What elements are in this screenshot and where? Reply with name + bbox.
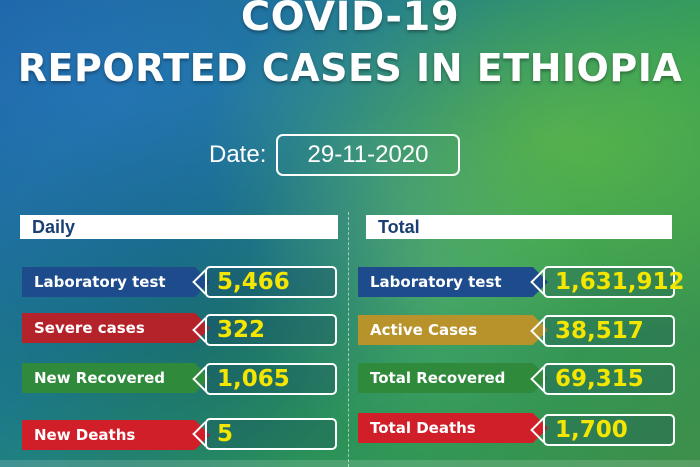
- daily-row-severe-value: 322: [192, 314, 337, 346]
- daily-row-recovered-value: 1,065: [192, 363, 337, 395]
- daily-row-lab-value: 5,466: [192, 266, 337, 298]
- total-row-deaths-label: Total Deaths: [358, 413, 548, 443]
- total-heading: Total: [366, 215, 672, 239]
- date-value-box: 29-11-2020: [276, 134, 460, 176]
- date-value: 29-11-2020: [307, 141, 429, 168]
- total-row-lab-label: Laboratory test: [358, 267, 548, 297]
- title-line-2: REPORTED CASES IN ETHIOPIA: [17, 46, 683, 90]
- daily-row-recovered-label: New Recovered: [22, 363, 210, 393]
- daily-row-severe-label: Severe cases: [22, 313, 210, 343]
- daily-row-deaths-label: New Deaths: [22, 420, 210, 450]
- total-row-active-value: 38,517: [530, 315, 675, 347]
- daily-heading: Daily: [20, 215, 338, 239]
- total-row-deaths-value: 1,700: [530, 414, 675, 446]
- daily-row-deaths-value: 5: [192, 418, 337, 450]
- bottom-band: [0, 460, 700, 467]
- section-divider: [348, 212, 349, 467]
- title-line-1: COVID-19: [240, 0, 460, 40]
- date-label: Date:: [209, 141, 267, 168]
- total-row-recovered-value: 69,315: [530, 363, 675, 395]
- daily-row-lab-label: Laboratory test: [22, 267, 210, 297]
- total-row-recovered-label: Total Recovered: [358, 363, 548, 393]
- total-row-active-label: Active Cases: [358, 315, 548, 345]
- total-row-lab-value: 1,631,912: [530, 266, 685, 298]
